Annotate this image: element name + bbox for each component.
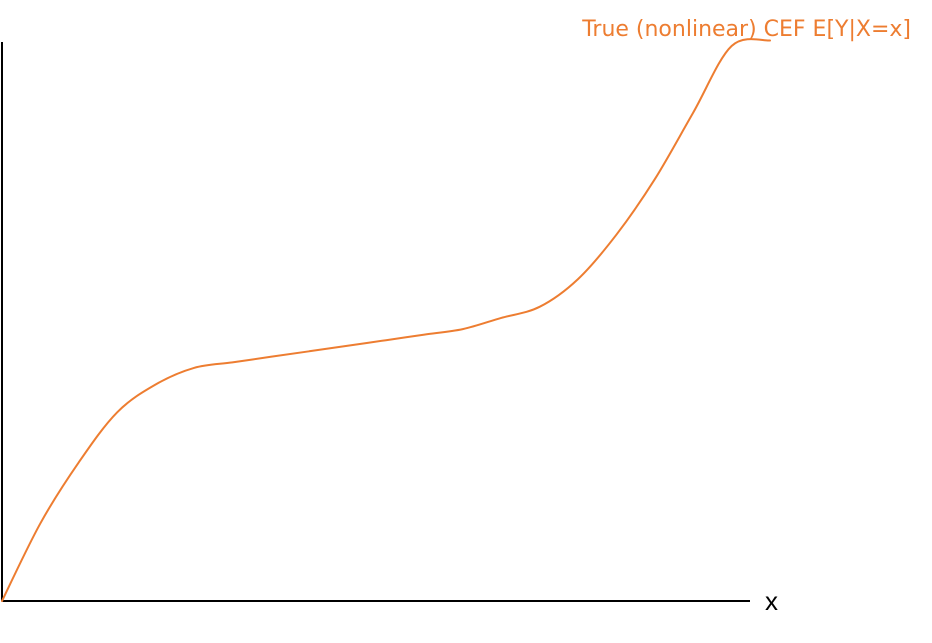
series-layer xyxy=(1,38,771,602)
series-line-0 xyxy=(1,38,771,602)
x-axis-label: x xyxy=(765,586,778,616)
series-label: True (nonlinear) CEF E[Y|X=x] xyxy=(581,17,911,42)
